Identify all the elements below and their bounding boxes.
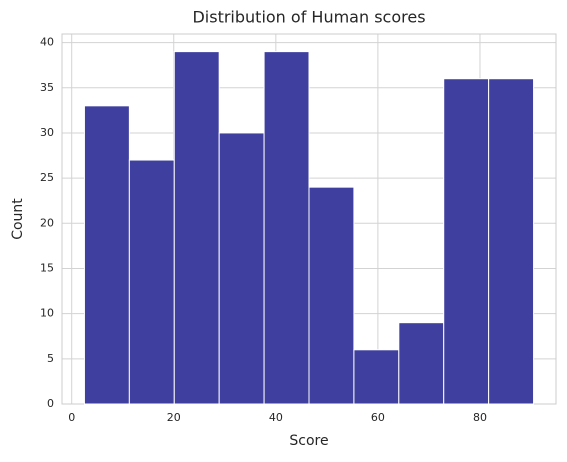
bar: [173, 51, 220, 405]
y-tick-label: 10: [40, 307, 54, 320]
bar: [128, 159, 175, 405]
bar: [83, 105, 130, 405]
y-tick-label: 25: [40, 171, 54, 184]
bar: [263, 51, 310, 405]
y-tick-label: 30: [40, 126, 54, 139]
y-tick-label: 0: [47, 397, 54, 410]
y-tick-label: 20: [40, 216, 54, 229]
x-tick-label: 0: [68, 411, 75, 424]
bar: [353, 349, 400, 405]
x-tick-label: 60: [371, 411, 385, 424]
bar: [443, 78, 490, 405]
bar: [488, 78, 535, 405]
x-tick-label: 40: [269, 411, 283, 424]
chart-title: Distribution of Human scores: [192, 8, 425, 27]
x-axis-label: Score: [289, 433, 328, 449]
bar: [218, 132, 265, 405]
y-tick-label: 40: [40, 36, 54, 49]
y-tick-label: 5: [47, 352, 54, 365]
y-axis-label: Count: [10, 198, 26, 240]
y-tick-label: 35: [40, 81, 54, 94]
bar: [398, 322, 445, 405]
bar: [308, 186, 355, 405]
x-tick-label: 20: [167, 411, 181, 424]
x-tick-label: 80: [473, 411, 487, 424]
y-tick-label: 15: [40, 261, 54, 274]
